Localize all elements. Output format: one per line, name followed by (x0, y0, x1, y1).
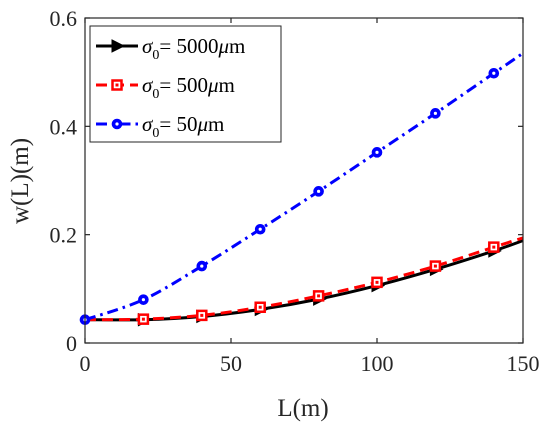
axes-box (84, 17, 524, 344)
x-axis-label: L(m) (277, 395, 328, 422)
legend-label-symbol: σ (142, 73, 154, 97)
data-point (371, 147, 383, 158)
data-point-inner (141, 298, 145, 302)
y-tick-label: 0.6 (50, 6, 78, 31)
axes: 0 50 100 150 0 0.2 0.4 0.6 (50, 6, 540, 376)
series-layer (79, 51, 524, 327)
legend-label-value: = 5000 (159, 34, 218, 58)
data-point-inner (200, 264, 204, 268)
legend-swatch-marker (111, 118, 123, 130)
y-tick-label: 0.4 (50, 114, 78, 139)
legend-label: σ0= 500μm (142, 73, 235, 102)
data-point-inner (258, 227, 262, 231)
data-point-inner (375, 150, 379, 154)
data-point (196, 309, 208, 322)
data-point (430, 108, 441, 119)
legend-label-value: = 50 (159, 112, 197, 136)
x-tick-label: 0 (80, 351, 91, 376)
data-point-inner (433, 111, 437, 115)
y-tick-label: 0.2 (50, 223, 78, 248)
data-point-inner (492, 245, 496, 249)
legend-label-subscript: 0 (152, 48, 159, 63)
data-point (312, 290, 325, 302)
legend-swatch-marker-inner (115, 122, 119, 126)
x-tick-label: 50 (220, 351, 242, 376)
series-1 (84, 236, 524, 325)
y-tick-label: 0 (66, 331, 77, 356)
data-point (254, 223, 266, 235)
data-point (488, 241, 500, 253)
legend-item: σ0= 500μm (96, 73, 235, 102)
data-point-inner (200, 313, 204, 317)
data-point (196, 260, 208, 272)
x-tick-label: 100 (361, 351, 394, 376)
legend-label-mu: μ (196, 112, 208, 136)
data-point-inner (141, 317, 145, 321)
legend-swatch-marker-inner (115, 83, 119, 87)
series-2 (84, 51, 524, 322)
y-axis-label: w(L)(m) (7, 138, 34, 224)
data-point (138, 294, 149, 305)
data-point-inner (375, 280, 379, 284)
data-point-inner (492, 71, 496, 75)
legend-swatch-marker (111, 79, 123, 91)
legend-item: σ0= 5000μm (96, 34, 245, 63)
data-point-inner (317, 189, 321, 193)
data-point (488, 67, 500, 79)
legend-label: σ0= 5000μm (142, 34, 245, 63)
legend-swatch-marker (111, 39, 126, 53)
data-point (313, 186, 324, 197)
legend-label-unit: m (208, 112, 224, 136)
data-point-inner (258, 305, 262, 309)
data-point (137, 313, 150, 325)
data-point (371, 276, 383, 289)
legend-label: σ0= 50μm (142, 112, 224, 141)
legend-label-symbol: σ (142, 34, 154, 58)
data-point (429, 260, 442, 272)
legend-label-mu: μ (207, 73, 219, 97)
legend-label-unit: m (229, 34, 245, 58)
data-point-inner (317, 294, 321, 298)
data-point-inner (433, 264, 437, 268)
data-point (254, 301, 266, 313)
legend-label-subscript: 0 (152, 87, 159, 102)
legend-label-mu: μ (217, 34, 229, 58)
series-line-1 (84, 236, 524, 322)
legend-label-subscript: 0 (152, 126, 159, 141)
x-tick-label: 150 (507, 351, 540, 376)
legend-label-value: = 500 (159, 73, 208, 97)
legend-label-symbol: σ (142, 112, 154, 136)
legend-label-unit: m (219, 73, 235, 97)
legend-item: σ0= 50μm (96, 112, 224, 141)
